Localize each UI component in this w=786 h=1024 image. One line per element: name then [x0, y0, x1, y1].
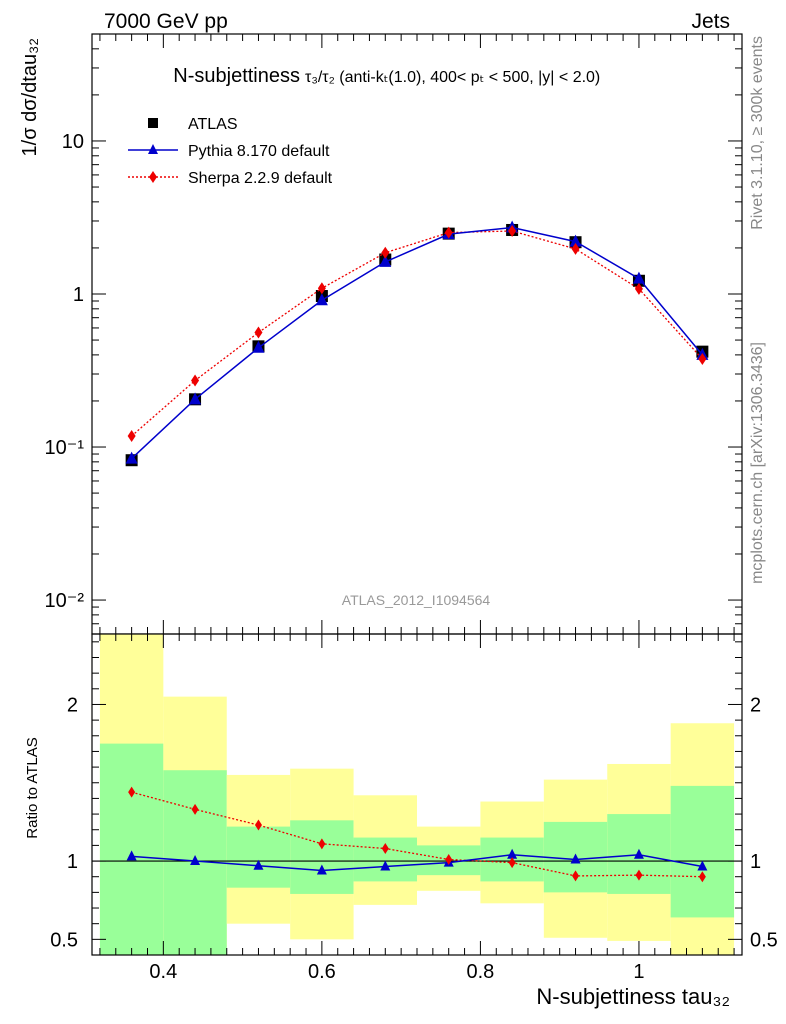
ratio-sherpa-point-9 — [698, 871, 706, 883]
pythia-point-4 — [379, 254, 392, 267]
x-tick-label-0: 0.4 — [149, 961, 177, 983]
x-tick-label-2: 0.8 — [467, 961, 495, 983]
ratio-y-tick-label-right-0: 0.5 — [750, 929, 778, 951]
pythia-point-2 — [252, 340, 265, 353]
sherpa-point-5 — [444, 226, 453, 239]
sherpa-point-1 — [191, 374, 200, 387]
ratio-y-tick-label-left-2: 2 — [67, 694, 78, 716]
main-plot-panel: N-subjettiness τ₃/τ₂ (anti-kₜ(1.0), 400<… — [19, 33, 743, 635]
ratio-sherpa-point-2 — [254, 819, 262, 831]
side-label-mcplots: mcplots.cern.ch [arXiv:1306.3436] — [749, 342, 766, 584]
ratio-pythia-point-1 — [190, 855, 201, 866]
pythia-point-1 — [189, 392, 202, 405]
ratio-pythia-point-9 — [697, 860, 708, 871]
sherpa-point-4 — [381, 246, 390, 259]
ratio-sherpa-point-7 — [572, 870, 580, 882]
main-y-axis-label: 1/σ dσ/dtau₃₂ — [19, 38, 41, 156]
sherpa-point-6 — [508, 225, 517, 238]
legend-marker-1 — [148, 144, 158, 154]
sherpa-point-3 — [317, 282, 326, 295]
stat-uncertainty-band-0 — [99, 743, 164, 955]
sherpa-point-9 — [698, 353, 707, 366]
main-y-tick-label-3: 10⁻² — [45, 590, 85, 612]
ratio-pythia-point-8 — [633, 848, 644, 859]
main-data-layer — [125, 220, 709, 467]
ratio-sherpa-point-1 — [191, 803, 199, 815]
ratio-y-tick-label-left-0: 0.5 — [50, 929, 78, 951]
ratio-axes: 0.4 0.6 0.8 1 0.5 0.5 1 1 2 2 — [50, 633, 778, 983]
header-left: 7000 GeV pp — [104, 10, 228, 33]
x-tick-label-3: 1 — [633, 961, 644, 983]
legend-label-1: Pythia 8.170 default — [188, 143, 330, 160]
watermark-analysis-id: ATLAS_2012_I1094564 — [342, 592, 491, 608]
sherpa-point-0 — [127, 430, 136, 443]
ratio-pythia-point-6 — [507, 848, 518, 859]
ratio-pythia-point-2 — [253, 859, 264, 870]
ratio-pythia-point-0 — [126, 850, 137, 861]
ratio-y-tick-label-right-2: 2 — [750, 694, 761, 716]
pythia-line — [131, 226, 703, 460]
side-label-rivet: Rivet 3.1.10, ≥ 300k events — [749, 36, 766, 230]
sherpa-point-2 — [254, 326, 263, 339]
ratio-sherpa-point-0 — [128, 786, 136, 798]
sherpa-point-7 — [571, 242, 580, 255]
ratio-data-layer — [92, 786, 742, 883]
ratio-pythia-line — [131, 854, 703, 872]
main-y-tick-label-0: 10 — [62, 131, 84, 153]
pythia-point-7 — [569, 234, 582, 247]
legend-label-2: Sherpa 2.2.9 default — [188, 170, 333, 187]
stat-uncertainty-band-9 — [670, 785, 735, 918]
pythia-point-8 — [632, 271, 645, 284]
ratio-y-axis-label: Ratio to ATLAS — [24, 737, 41, 838]
pythia-point-3 — [315, 293, 328, 306]
sherpa-line — [131, 230, 703, 437]
main-y-tick-label-1: 1 — [73, 284, 84, 306]
ratio-sherpa-point-5 — [445, 853, 453, 865]
legend-label-0: ATLAS — [188, 116, 238, 133]
ratio-pythia-point-3 — [316, 864, 327, 875]
ratio-sherpa-point-4 — [381, 843, 389, 855]
ratio-pythia-point-4 — [380, 860, 391, 871]
plot-title-formula: τ₃/τ₂ (anti-kₜ(1.0), 400< pₜ < 500, |y| … — [305, 69, 600, 86]
ratio-plot-panel: 0.4 0.6 0.8 1 0.5 0.5 1 1 2 2 Ratio to ATLAS N-su… — [24, 633, 778, 1009]
plot-title-main: N-subjettiness — [173, 65, 300, 87]
legend-marker-2 — [149, 171, 157, 183]
ratio-pythia-point-7 — [570, 853, 581, 864]
legend: ATLAS Pythia 8.170 default Sherpa 2.2.9 de… — [128, 116, 333, 187]
stat-uncertainty-band-3 — [290, 820, 354, 894]
ratio-sherpa-line — [131, 791, 703, 878]
main-y-tick-label-2: 10⁻¹ — [45, 437, 85, 459]
header-right: Jets — [691, 10, 730, 33]
ratio-sherpa-point-3 — [318, 838, 326, 850]
x-axis-label: N-subjettiness tau₃₂ — [536, 984, 730, 1009]
stat-uncertainty-band-2 — [226, 826, 291, 888]
x-tick-label-1: 0.6 — [308, 961, 336, 983]
ratio-y-tick-label-left-1: 1 — [67, 851, 78, 873]
ratio-sherpa-point-6 — [508, 857, 516, 869]
ratio-y-tick-label-right-1: 1 — [750, 851, 761, 873]
ratio-sherpa-point-8 — [635, 869, 643, 881]
uncertainty-bands — [99, 634, 735, 955]
pythia-point-0 — [125, 451, 138, 464]
legend-marker-0 — [148, 118, 158, 128]
sherpa-point-8 — [634, 282, 643, 295]
